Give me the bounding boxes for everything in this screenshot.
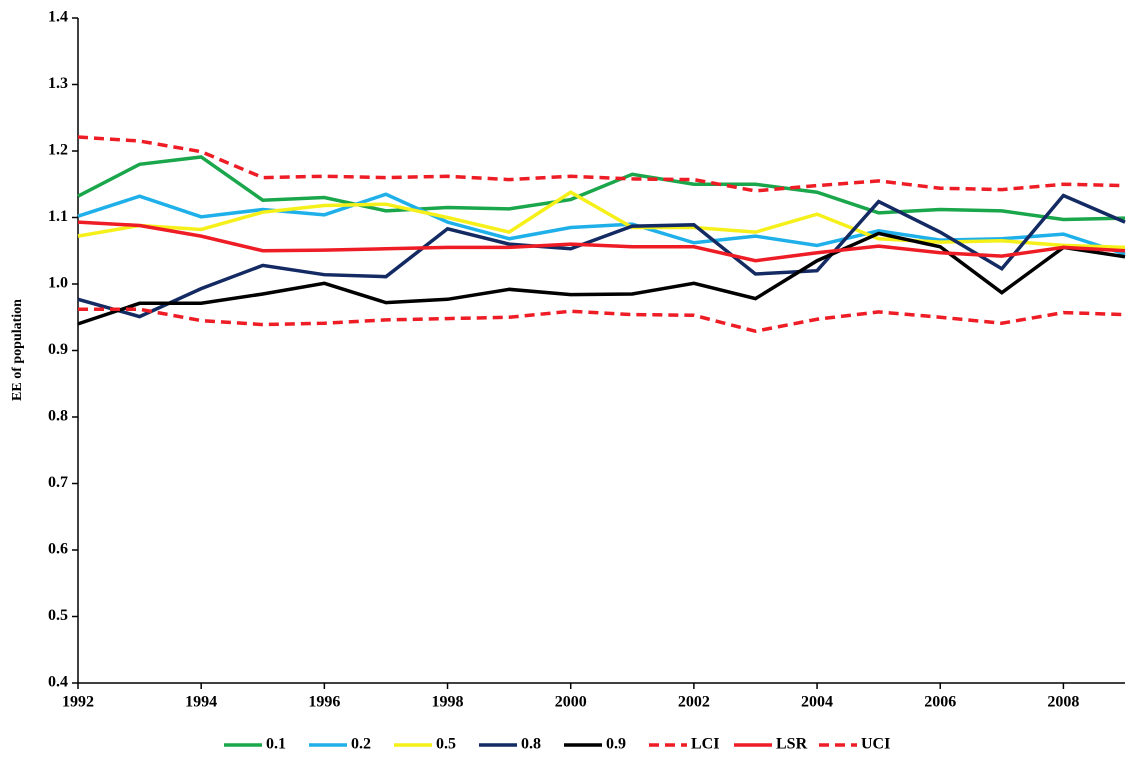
x-tick-label: 1992 — [62, 694, 94, 711]
series-line — [77, 190, 1126, 250]
series-line — [77, 220, 1126, 263]
y-tick-label: 1.0 — [48, 275, 68, 292]
x-tick-label: 1994 — [185, 694, 217, 711]
y-tick-label: 0.6 — [48, 541, 68, 558]
y-tick-label: 0.8 — [48, 408, 68, 425]
y-axis-label: EE of population — [10, 299, 25, 401]
legend-label: 0.8 — [521, 736, 541, 753]
y-tick-label: 0.7 — [48, 474, 68, 491]
y-tick-label: 1.1 — [48, 208, 68, 225]
x-tick-label: 2002 — [678, 694, 710, 711]
x-tick-label: 2004 — [801, 694, 833, 711]
series-line — [77, 155, 1126, 222]
y-tick-label: 0.5 — [48, 607, 68, 624]
x-tick-label: 2008 — [1047, 694, 1079, 711]
legend-label: 0.2 — [351, 736, 371, 753]
legend-label: 0.9 — [606, 736, 626, 753]
legend-label: 0.1 — [266, 736, 286, 753]
x-tick-label: 1996 — [308, 694, 340, 711]
series-line — [77, 135, 1126, 193]
legend-label: UCI — [861, 736, 890, 753]
legend-label: LSR — [776, 736, 808, 753]
y-tick-label: 1.2 — [48, 142, 68, 159]
series-line — [77, 193, 1126, 319]
y-tick-label: 1.3 — [48, 75, 68, 92]
x-tick-label: 2006 — [924, 694, 956, 711]
x-tick-label: 2000 — [555, 694, 587, 711]
y-tick-label: 0.9 — [48, 341, 68, 358]
y-tick-label: 0.4 — [48, 674, 68, 691]
y-tick-label: 1.4 — [48, 9, 68, 26]
legend-label: LCI — [691, 736, 719, 753]
legend-label: 0.5 — [436, 736, 456, 753]
series-line — [78, 307, 1126, 334]
x-tick-label: 1998 — [432, 694, 464, 711]
